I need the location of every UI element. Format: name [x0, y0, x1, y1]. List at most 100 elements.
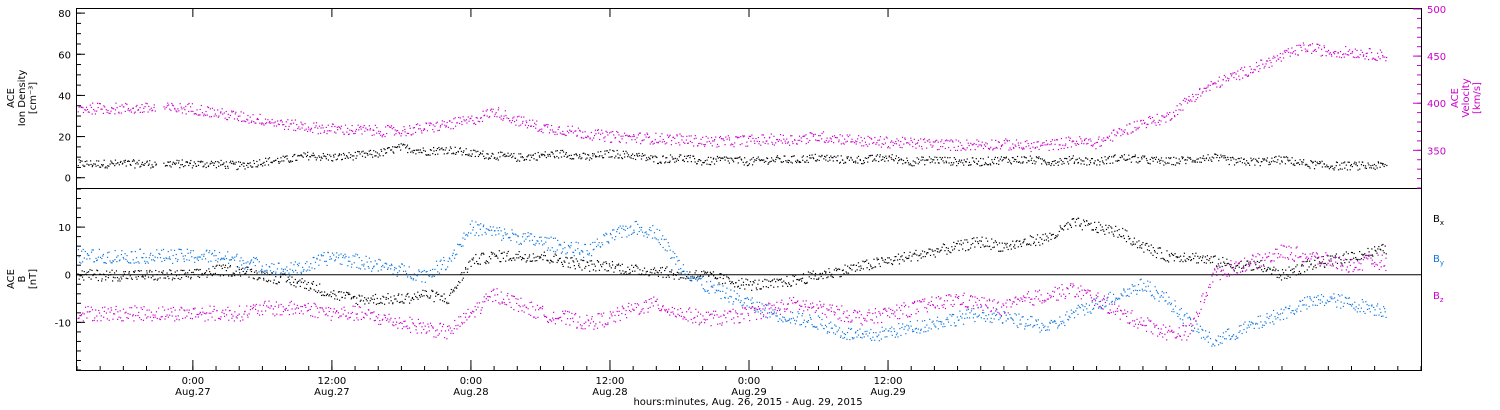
density-series-point [597, 151, 599, 153]
bx-series-point [1346, 259, 1348, 261]
by-series-point [484, 231, 486, 233]
density-series-point [307, 151, 309, 153]
velocity-series-point [726, 138, 728, 140]
by-series-point [472, 229, 474, 231]
velocity-series-point [1045, 140, 1047, 142]
velocity-series-point [972, 144, 974, 146]
bx-series-point [671, 269, 673, 271]
density-series-point [1163, 164, 1165, 166]
velocity-series-point [496, 116, 498, 118]
by-series-point [489, 226, 492, 228]
density-series-point [683, 160, 685, 163]
bx-series-point [1150, 252, 1152, 254]
velocity-series-point [618, 140, 620, 143]
by-series-point [276, 268, 279, 270]
density-series-point [811, 154, 813, 156]
velocity-series-point [357, 124, 359, 126]
bx-series-point [1153, 249, 1156, 252]
bx-series-point [1192, 257, 1195, 260]
density-series-point [759, 160, 761, 162]
by-series-point [301, 266, 304, 268]
density-series-point [232, 163, 235, 165]
bx-series-point [1385, 253, 1387, 255]
bx-series-point [1019, 243, 1022, 245]
velocity-series-point [337, 129, 339, 131]
velocity-series-point [535, 127, 537, 129]
bx-series-point [621, 263, 623, 265]
bx-series-point [124, 270, 127, 273]
velocity-series-point [1084, 138, 1086, 141]
velocity-series-point [775, 142, 777, 144]
velocity-series-point [343, 133, 345, 135]
bx-series-point [560, 261, 563, 264]
bx-series-point [895, 255, 897, 258]
velocity-series-point [1065, 137, 1067, 139]
velocity-series-point [479, 117, 482, 119]
by-series-point [144, 262, 147, 264]
bx-series-point [879, 265, 881, 268]
by-series-point [214, 250, 216, 252]
bx-series-point [275, 282, 277, 285]
velocity-series-point [628, 135, 630, 138]
velocity-series-point [1174, 116, 1176, 118]
density-series-point [499, 156, 501, 158]
bottom-left-ylabel-line3: [nT] [28, 269, 39, 289]
velocity-series-point [124, 110, 126, 113]
velocity-series-point [1279, 56, 1281, 59]
velocity-series-point [613, 134, 615, 136]
density-series-point [565, 153, 567, 155]
by-series-point [368, 267, 370, 269]
density-series-point [753, 161, 755, 163]
by-series-point [320, 254, 322, 256]
x-tick-date-label: Aug.27 [175, 387, 210, 398]
velocity-series-point [1320, 55, 1322, 57]
bx-series-point [1291, 268, 1293, 270]
density-series-point [1105, 159, 1107, 161]
velocity-series-point [1204, 87, 1206, 90]
density-series-point [641, 153, 644, 155]
by-series-point [643, 235, 645, 237]
density-series-point [1120, 156, 1122, 159]
bx-series-point [1208, 259, 1210, 262]
bx-series-point [449, 294, 451, 296]
bx-series-point [398, 301, 401, 304]
density-series-point [280, 157, 282, 159]
bx-series-point [1162, 257, 1164, 259]
bx-series-point [912, 253, 914, 255]
density-series-point [1005, 156, 1008, 158]
bx-series-point [727, 276, 729, 279]
bx-series-point [1128, 238, 1130, 240]
density-series-point [1184, 159, 1187, 161]
bx-series-point [565, 256, 567, 258]
velocity-series-point [1278, 58, 1280, 60]
bx-series-point [984, 245, 987, 247]
density-series-point [253, 162, 256, 165]
density-series-point [993, 162, 995, 165]
velocity-series-point [1241, 67, 1243, 69]
by-series-point [201, 254, 203, 256]
velocity-series-point [764, 142, 766, 145]
density-series-point [653, 161, 655, 163]
density-series-point [177, 162, 180, 164]
bx-series-point [484, 261, 486, 264]
velocity-series-point [209, 108, 212, 110]
density-series-point [129, 163, 131, 166]
velocity-series-point [959, 142, 961, 144]
bx-series-point [894, 255, 896, 258]
by-series-point [278, 262, 280, 264]
bx-series-point [459, 282, 461, 284]
velocity-series-point [802, 135, 804, 138]
bx-series-point [782, 285, 784, 287]
by-series-point [340, 253, 342, 255]
density-series-point [735, 157, 737, 159]
bx-series-point [86, 274, 88, 276]
velocity-series-point [579, 130, 581, 132]
by-series-point [247, 261, 249, 263]
density-series-point [934, 156, 936, 158]
velocity-series-point [495, 112, 497, 114]
density-series-point [913, 165, 915, 167]
bx-series-point [346, 292, 349, 294]
density-series-point [1308, 166, 1310, 168]
density-series-point [295, 159, 297, 161]
by-series-point [246, 268, 249, 271]
